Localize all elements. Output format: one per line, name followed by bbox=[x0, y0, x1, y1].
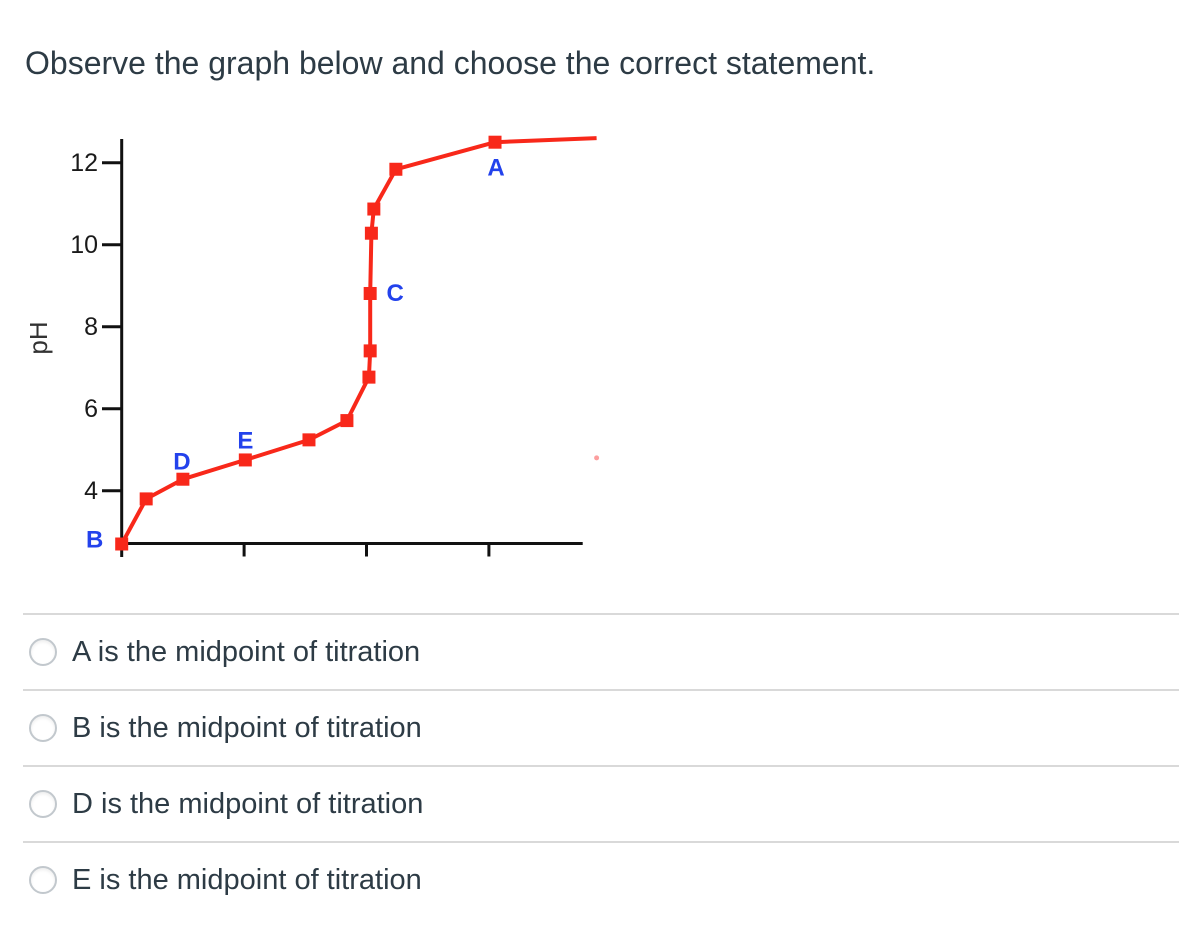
titration-curve-svg: 12 10 8 6 4 pH B D E C A bbox=[30, 135, 600, 557]
answer-option-b[interactable]: B is the midpoint of titration bbox=[23, 689, 1179, 765]
data-point-marker bbox=[238, 453, 252, 467]
titration-graph: 12 10 8 6 4 pH B D E C A bbox=[30, 120, 610, 585]
titration-curve bbox=[119, 136, 597, 545]
data-point-marker bbox=[115, 537, 129, 551]
data-point-marker bbox=[340, 414, 354, 428]
radio-option-a[interactable] bbox=[29, 638, 57, 666]
point-label-b: B bbox=[86, 527, 103, 554]
y-tick-label: 6 bbox=[84, 395, 98, 423]
data-point-marker bbox=[367, 202, 381, 216]
data-point-marker bbox=[363, 286, 377, 300]
point-label-c: C bbox=[387, 280, 404, 307]
answer-options: A is the midpoint of titration B is the … bbox=[23, 613, 1179, 917]
data-point-marker bbox=[488, 135, 502, 149]
data-point-marker bbox=[139, 492, 153, 506]
data-point-marker bbox=[363, 344, 377, 358]
radio-option-b[interactable] bbox=[29, 714, 57, 742]
option-b-label: B is the midpoint of titration bbox=[72, 711, 422, 744]
stray-dot bbox=[594, 455, 600, 461]
point-label-e: E bbox=[237, 427, 253, 454]
point-label-d: D bbox=[173, 449, 190, 476]
data-point-marker bbox=[364, 226, 378, 240]
answer-option-a[interactable]: A is the midpoint of titration bbox=[23, 613, 1179, 689]
data-point-marker bbox=[389, 162, 403, 176]
y-axis-label: pH bbox=[30, 321, 53, 354]
question-title: Observe the graph below and choose the c… bbox=[25, 45, 876, 81]
answer-option-e[interactable]: E is the midpoint of titration bbox=[23, 841, 1179, 917]
option-e-label: E is the midpoint of titration bbox=[72, 863, 422, 896]
y-tick-label: 10 bbox=[70, 231, 98, 259]
y-tick-label: 4 bbox=[84, 477, 98, 505]
data-point-marker bbox=[362, 370, 376, 384]
option-a-label: A is the midpoint of titration bbox=[72, 635, 421, 668]
point-label-a: A bbox=[487, 155, 504, 182]
y-tick-label: 12 bbox=[70, 149, 98, 177]
data-point-marker bbox=[176, 472, 190, 486]
data-point-marker bbox=[302, 433, 316, 447]
radio-option-d[interactable] bbox=[29, 790, 57, 818]
radio-option-e[interactable] bbox=[29, 866, 57, 894]
y-tick-label: 8 bbox=[84, 313, 98, 341]
answer-option-d[interactable]: D is the midpoint of titration bbox=[23, 765, 1179, 841]
option-d-label: D is the midpoint of titration bbox=[72, 787, 424, 820]
